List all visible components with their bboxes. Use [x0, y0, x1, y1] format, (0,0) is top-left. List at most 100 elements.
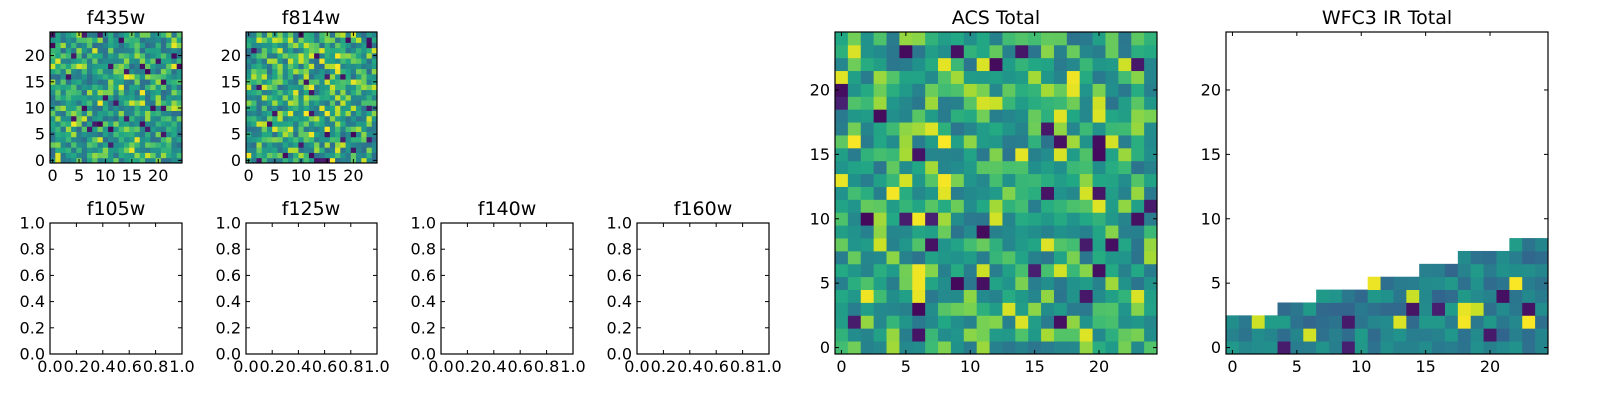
heatmap-cell [886, 199, 900, 213]
heatmap-cell [1105, 135, 1119, 149]
heatmap-cell [1092, 32, 1106, 46]
heatmap-cell [847, 83, 862, 97]
heatmap-cell [129, 52, 135, 59]
heatmap-cell [277, 68, 284, 75]
heatmap-cell [1066, 289, 1081, 303]
heatmap-cell [293, 136, 299, 143]
heatmap-cell [899, 328, 913, 342]
heatmap-cell [873, 276, 887, 290]
heatmap-cell [92, 84, 98, 91]
x-tick-label: 15 [1415, 357, 1435, 376]
heatmap-cell [1105, 122, 1119, 136]
heatmap-cell [50, 63, 56, 70]
heatmap-cell [303, 73, 310, 80]
heatmap-cell [335, 79, 341, 85]
heatmap-cell [81, 47, 88, 54]
heatmap-cell [366, 157, 373, 164]
heatmap-cell [303, 157, 310, 164]
heatmap-cell [989, 315, 1003, 329]
heatmap-cell [251, 157, 257, 164]
y-tick-label: 5 [231, 125, 241, 144]
heatmap-cell [293, 58, 299, 64]
heatmap-cell [150, 37, 156, 43]
heatmap-cell [71, 84, 77, 91]
heatmap-cell [847, 173, 862, 187]
heatmap-cell [1406, 315, 1420, 329]
heatmap-cell [1002, 250, 1016, 265]
heatmap-cell [145, 84, 151, 91]
heatmap-cell [171, 42, 178, 49]
heatmap-cell [912, 263, 926, 278]
heatmap-cell [899, 302, 913, 316]
heatmap-cell [55, 152, 61, 159]
heatmap-cell [145, 47, 151, 54]
heatmap-cell [266, 110, 273, 117]
heatmap-cell [129, 63, 135, 70]
heatmap-cell [324, 52, 331, 59]
heatmap-cell [350, 126, 357, 132]
heatmap-cell [1015, 302, 1029, 316]
heatmap-cell [912, 225, 926, 239]
x-tick-label: 20 [1089, 357, 1109, 376]
heatmap-cell [835, 173, 849, 187]
heatmap-cell [118, 63, 125, 70]
heatmap-cell [847, 96, 862, 110]
heatmap-cell [835, 341, 849, 355]
heatmap-cell [847, 302, 862, 316]
heatmap-cell [76, 47, 83, 54]
heatmap-cell [1079, 173, 1093, 187]
heatmap-cell [251, 94, 257, 101]
heatmap-cell [102, 42, 109, 49]
heatmap-cell [1015, 32, 1029, 46]
heatmap-cell [1483, 250, 1497, 265]
heatmap-cell [160, 147, 167, 153]
heatmap-cell [873, 315, 887, 329]
heatmap-cell [899, 147, 913, 162]
heatmap-cell [860, 173, 875, 187]
heatmap-cell [1105, 212, 1119, 226]
heatmap-cell [118, 105, 125, 111]
heatmap-cell [963, 96, 978, 110]
heatmap-cell [246, 147, 252, 153]
heatmap-cell [129, 89, 135, 96]
heatmap-cell [1380, 276, 1394, 290]
heatmap-cell [1535, 276, 1549, 290]
heatmap-cell [1226, 315, 1240, 329]
heatmap-cell [1393, 341, 1407, 355]
heatmap-cell [314, 105, 320, 111]
heatmap-cell [261, 42, 268, 49]
heatmap-cell [989, 57, 1003, 72]
heatmap-cell [251, 42, 257, 49]
heatmap-cell [345, 110, 352, 117]
heatmap-cell [160, 100, 167, 106]
heatmap-cell [835, 135, 849, 149]
heatmap-cell [925, 238, 939, 252]
heatmap-cell [950, 263, 965, 278]
heatmap-cell [886, 250, 900, 265]
heatmap-cell [1053, 32, 1068, 46]
heatmap-cell [118, 121, 125, 127]
heatmap-cell [1041, 212, 1055, 226]
heatmap-cell [912, 212, 926, 226]
heatmap-cell [266, 58, 273, 64]
heatmap-cell [171, 115, 178, 122]
heatmap-cell [847, 199, 862, 213]
heatmap-cell [1066, 315, 1081, 329]
heatmap-cell [1041, 135, 1055, 149]
heatmap-cell [1118, 135, 1132, 149]
heatmap-cell [873, 173, 887, 187]
heatmap-cell [145, 73, 151, 80]
heatmap-cell [361, 47, 367, 54]
heatmap-cell [314, 52, 320, 59]
heatmap-cell [1144, 109, 1158, 123]
heatmap-cell [108, 73, 114, 80]
heatmap-cell [71, 136, 77, 143]
heatmap-cell [76, 152, 83, 159]
heatmap-cell [287, 73, 294, 80]
heatmap-cell [847, 70, 862, 84]
heatmap-cell [963, 302, 978, 316]
heatmap-cell [925, 341, 939, 355]
axes-frame [245, 222, 378, 355]
heatmap-cell [266, 32, 273, 38]
heatmap-cell [176, 100, 183, 106]
